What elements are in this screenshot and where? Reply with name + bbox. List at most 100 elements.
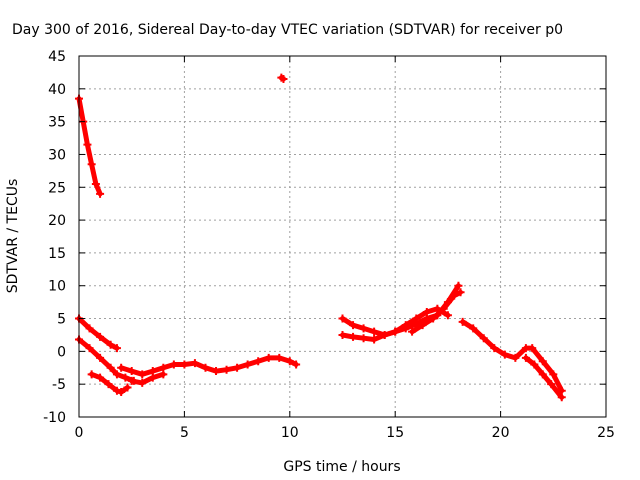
data-point — [285, 357, 294, 366]
data-point — [370, 327, 379, 336]
y-tick-label: 10 — [48, 279, 66, 295]
data-point — [557, 393, 566, 402]
data-point — [391, 327, 400, 336]
data-point — [479, 334, 488, 343]
data-point — [106, 340, 115, 349]
data-point — [112, 370, 121, 379]
data-point — [264, 353, 273, 362]
data-point — [456, 288, 465, 297]
data-point — [279, 74, 288, 83]
data-point — [112, 386, 121, 395]
x-tick-labels: 0 5 10 15 20 25 — [75, 425, 615, 441]
data-point — [127, 376, 136, 385]
data-point — [454, 281, 463, 290]
data-point — [490, 344, 499, 353]
data-point — [104, 380, 113, 389]
data-point — [201, 363, 210, 372]
data-point — [117, 363, 126, 372]
data-point — [338, 330, 347, 339]
data-point — [429, 314, 438, 323]
data-point — [349, 321, 358, 330]
data-point — [148, 373, 157, 382]
data-point — [359, 324, 368, 333]
y-tick-label: 0 — [57, 344, 66, 360]
series-track-mid-day-lower — [127, 370, 168, 387]
data-point — [401, 321, 410, 330]
series-track-early-steep — [75, 94, 105, 198]
data-point — [275, 353, 284, 362]
data-point — [138, 378, 147, 387]
data-point — [180, 360, 189, 369]
plot-frame — [78, 55, 607, 418]
data-point — [338, 314, 347, 323]
data-point — [439, 304, 448, 313]
data-point — [212, 367, 221, 376]
x-tick-label: 15 — [386, 425, 404, 441]
data-point — [96, 332, 105, 341]
data-point — [117, 388, 126, 397]
x-tick-label: 25 — [597, 425, 615, 441]
data-point — [243, 360, 252, 369]
data-point — [233, 363, 242, 372]
data-point — [96, 353, 105, 362]
data-point — [359, 334, 368, 343]
data-point — [127, 367, 136, 376]
data-point — [528, 344, 537, 353]
data-point — [469, 324, 478, 333]
data-point — [121, 373, 130, 382]
series-track-mid-day — [117, 353, 301, 379]
x-tick-label: 10 — [281, 425, 299, 441]
y-tick-label: 35 — [48, 115, 66, 131]
series-track-afternoon-b — [338, 304, 452, 339]
data-points — [75, 73, 566, 402]
series-track-afternoon-c — [408, 288, 465, 336]
data-point — [91, 179, 100, 188]
data-point — [169, 360, 178, 369]
data-point — [538, 357, 547, 366]
data-point — [443, 311, 452, 320]
y-tick-label: -10 — [43, 410, 66, 426]
data-point — [159, 370, 168, 379]
x-tick-label: 5 — [180, 425, 189, 441]
y-tick-label: 25 — [48, 180, 66, 196]
data-point — [549, 370, 558, 379]
data-point — [254, 357, 263, 366]
series-track-descending-c — [87, 370, 132, 397]
y-tick-label: -5 — [52, 377, 66, 393]
data-point — [408, 327, 417, 336]
data-point — [96, 373, 105, 382]
x-axis-label: GPS time / hours — [283, 459, 400, 475]
data-point — [87, 160, 96, 169]
data-point — [123, 383, 132, 392]
data-point — [87, 370, 96, 379]
data-point — [112, 344, 121, 353]
data-point — [538, 370, 547, 379]
data-point — [500, 350, 509, 359]
data-point — [85, 324, 94, 333]
x-tick-label: 20 — [492, 425, 510, 441]
chart-title: Day 300 of 2016, Sidereal Day-to-day VTE… — [12, 22, 563, 38]
data-point — [222, 365, 231, 374]
data-point — [85, 344, 94, 353]
y-tick-label: 5 — [57, 312, 66, 328]
y-tick-label: 20 — [48, 213, 66, 229]
data-point — [106, 363, 115, 372]
series-track-evening — [458, 317, 566, 395]
data-point — [138, 370, 147, 379]
series-track — [129, 371, 166, 386]
y-tick-label: 45 — [48, 49, 66, 65]
x-tick-label: 0 — [75, 425, 84, 441]
data-point — [450, 291, 459, 300]
grid-lines — [79, 56, 606, 417]
data-point — [96, 189, 105, 198]
data-point — [458, 317, 467, 326]
series-track-evening-lower — [521, 353, 566, 402]
data-point — [530, 360, 539, 369]
data-point — [418, 321, 427, 330]
y-tick-label: 40 — [48, 82, 66, 98]
axis-ticks — [78, 55, 607, 418]
data-point — [370, 335, 379, 344]
series-outlier — [277, 73, 288, 83]
